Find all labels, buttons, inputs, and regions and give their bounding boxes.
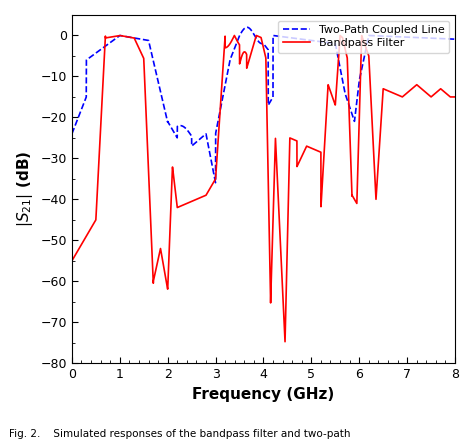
Bandpass Filter [139, 51, 145, 56]
Two-Path Coupled Line [139, 36, 145, 42]
Bandpass Filter [69, 258, 75, 263]
Two-Path Coupled Line [384, 34, 390, 39]
Bandpass Filter [117, 33, 123, 38]
Two-Path Coupled Line [452, 36, 458, 42]
Bandpass Filter [299, 154, 305, 159]
Two-Path Coupled Line [213, 180, 219, 185]
Two-Path Coupled Line [69, 131, 75, 137]
Bandpass Filter [216, 134, 221, 140]
Legend: Two-Path Coupled Line, Bandpass Filter: Two-Path Coupled Line, Bandpass Filter [278, 21, 449, 53]
X-axis label: Frequency (GHz): Frequency (GHz) [192, 387, 335, 402]
Bandpass Filter [282, 339, 288, 345]
Text: Fig. 2.    Simulated responses of the bandpass filter and two-path: Fig. 2. Simulated responses of the bandp… [9, 429, 351, 439]
Two-Path Coupled Line [319, 39, 324, 44]
Two-Path Coupled Line [244, 25, 250, 30]
Line: Two-Path Coupled Line: Two-Path Coupled Line [72, 27, 455, 183]
Two-Path Coupled Line [299, 36, 305, 42]
Bandpass Filter [319, 200, 324, 206]
Two-Path Coupled Line [216, 117, 221, 122]
Bandpass Filter [452, 94, 458, 99]
Bandpass Filter [355, 163, 361, 168]
Two-Path Coupled Line [355, 89, 361, 95]
Line: Bandpass Filter: Bandpass Filter [72, 35, 455, 342]
Bandpass Filter [384, 88, 390, 93]
Y-axis label: $|S_{21}|$ (dB): $|S_{21}|$ (dB) [15, 151, 35, 227]
